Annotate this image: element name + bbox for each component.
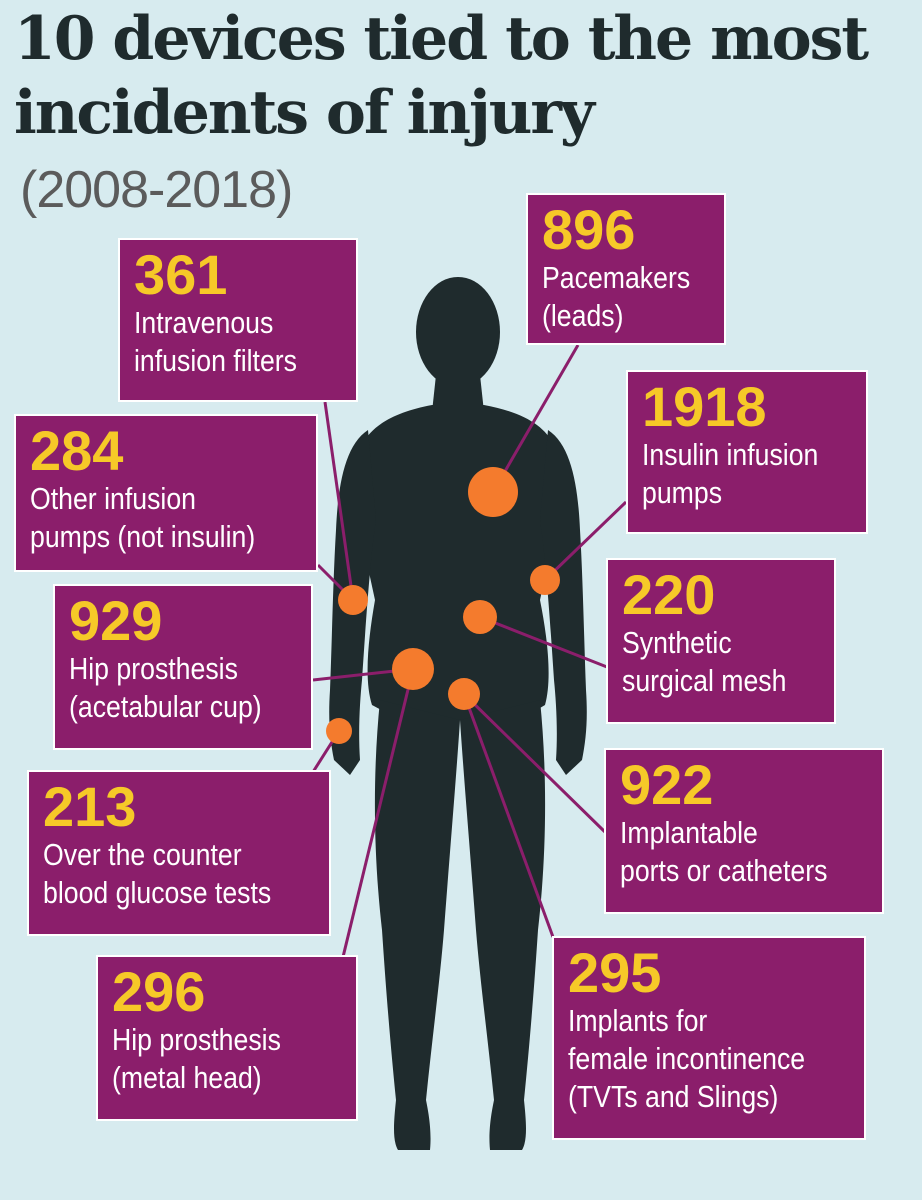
dot-pelvis <box>448 678 480 710</box>
device-label-line-2: surgical mesh <box>622 663 787 698</box>
device-box-hip-metal-head: 296 Hip prosthesis (metal head) <box>96 955 358 1121</box>
device-count: 220 <box>622 563 716 626</box>
device-box-surgical-mesh: 220 Synthetic surgical mesh <box>606 558 836 724</box>
device-count: 929 <box>69 589 163 652</box>
device-count: 295 <box>568 941 662 1004</box>
dot-left-hand <box>326 718 352 744</box>
connector-incontinence <box>462 693 555 938</box>
device-box-hip-cup: 929 Hip prosthesis (acetabular cup) <box>53 584 313 750</box>
connector-iv-filters <box>323 401 355 601</box>
connector-pacemakers <box>491 344 580 493</box>
device-box-ports-catheters: 922 Implantable ports or catheters <box>604 748 884 914</box>
dot-abdomen <box>463 600 497 634</box>
device-label-line-1: Intravenous <box>134 305 274 340</box>
device-box-iv-filters: 361 Intravenous infusion filters <box>118 238 358 402</box>
device-label-line-1: Implants for <box>568 1003 708 1038</box>
device-label-line-2: blood glucose tests <box>43 875 272 910</box>
device-box-other-pumps: 284 Other infusion pumps (not insulin) <box>14 414 318 572</box>
device-count: 213 <box>43 775 137 838</box>
device-label-line-2: infusion filters <box>134 343 297 378</box>
device-label-line-1: Synthetic <box>622 625 732 660</box>
device-count: 361 <box>134 243 228 306</box>
device-label-line-1: Other infusion <box>30 481 196 516</box>
human-silhouette <box>329 277 587 1150</box>
device-label-line-2: ports or catheters <box>620 853 828 888</box>
title-line-2: incidents of injury <box>14 78 595 148</box>
device-label-line-2: (metal head) <box>112 1060 262 1095</box>
device-label-line-2: pumps (not insulin) <box>30 519 256 554</box>
device-count: 1918 <box>642 375 767 438</box>
device-count: 284 <box>30 419 124 482</box>
connector-hip-metal-head <box>341 668 415 958</box>
device-label-line-1: Implantable <box>620 815 758 850</box>
dot-left-arm <box>338 585 368 615</box>
device-label-line-2: (acetabular cup) <box>69 689 262 724</box>
dot-left-hip <box>392 648 434 690</box>
device-label-line-3: (TVTs and Slings) <box>568 1079 779 1114</box>
device-box-pacemakers: 896 Pacemakers (leads) <box>526 193 726 345</box>
device-label-line-1: Hip prosthesis <box>112 1022 281 1057</box>
device-count: 922 <box>620 753 714 816</box>
connector-surgical-mesh <box>479 615 608 669</box>
injury-dots <box>326 467 560 744</box>
date-range-subtitle: (2008-2018) <box>20 161 293 219</box>
title-line-1: 10 devices tied to the most <box>14 4 869 74</box>
device-label-line-1: Pacemakers <box>542 260 691 295</box>
dot-chest <box>468 467 518 517</box>
device-label-line-1: Over the counter <box>43 837 242 872</box>
device-box-insulin-pumps: 1918 Insulin infusion pumps <box>626 370 868 534</box>
device-count: 896 <box>542 198 636 261</box>
infographic-title: 10 devices tied to the most incidents of… <box>14 2 914 150</box>
device-label-line-2: female incontinence <box>568 1041 806 1076</box>
device-label-line-1: Insulin infusion <box>642 437 819 472</box>
device-label-line-2: (leads) <box>542 298 624 333</box>
device-box-glucose-tests: 213 Over the counter blood glucose tests <box>27 770 331 936</box>
device-label-line-1: Hip prosthesis <box>69 651 238 686</box>
device-box-incontinence-implants: 295 Implants for female incontinence (TV… <box>552 936 866 1140</box>
device-label-line-2: pumps <box>642 475 723 510</box>
device-count: 296 <box>112 960 206 1023</box>
dot-right-arm <box>530 565 560 595</box>
connector-insulin-pumps <box>543 500 628 582</box>
connector-ports <box>462 692 607 834</box>
